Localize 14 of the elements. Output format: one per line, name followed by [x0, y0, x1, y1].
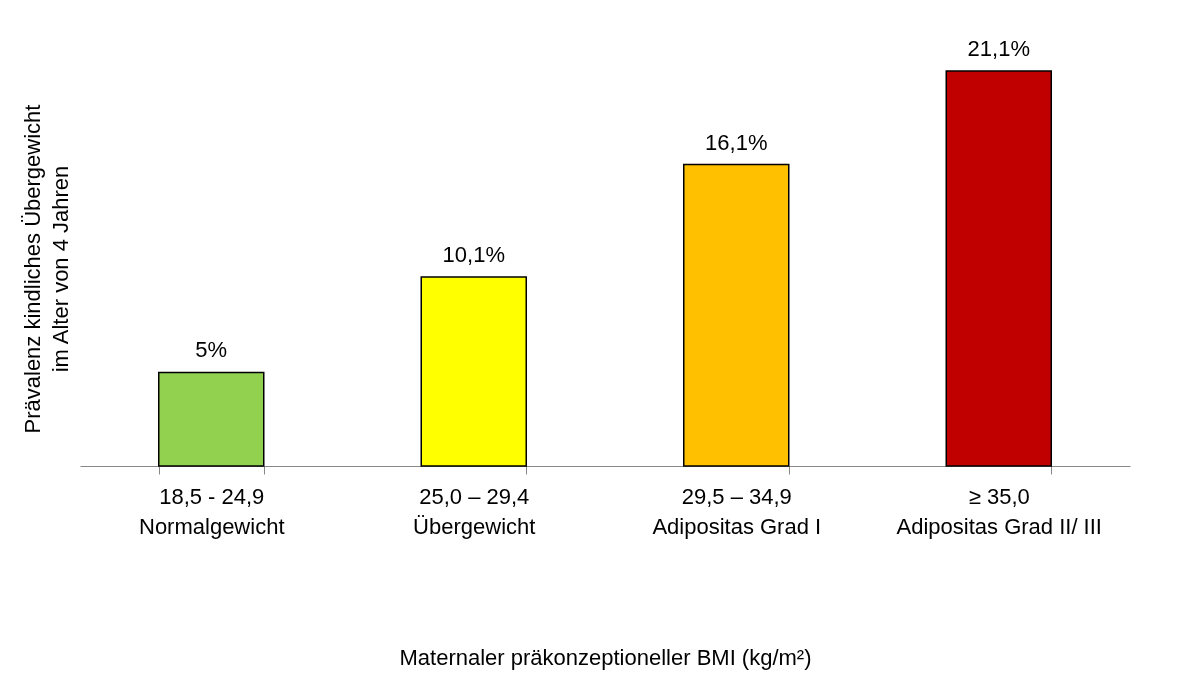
data-label: 5% — [195, 337, 228, 363]
y-axis-title: Prävalenz kindliches Übergewicht im Alter von 4 Jahren — [19, 104, 73, 434]
data-label: 16,1% — [705, 129, 768, 155]
bar — [683, 163, 790, 467]
bar — [420, 276, 527, 467]
x-axis-title: Maternaler präkonzeptioneller BMI (kg/m²) — [399, 644, 812, 670]
x-tick-label: 18,5 - 24,9 Normalgewicht — [139, 483, 285, 539]
x-tick-label: 29,5 – 34,9 Adipositas Grad I — [652, 483, 822, 539]
bar — [158, 371, 265, 467]
x-tick-label: 25,0 – 29,4 Übergewicht — [413, 483, 536, 539]
data-label: 10,1% — [442, 241, 505, 267]
bar — [945, 70, 1052, 467]
data-label: 21,1% — [967, 36, 1030, 61]
x-tick-label: ≥ 35,0 Adipositas Grad II/ III — [896, 483, 1102, 539]
